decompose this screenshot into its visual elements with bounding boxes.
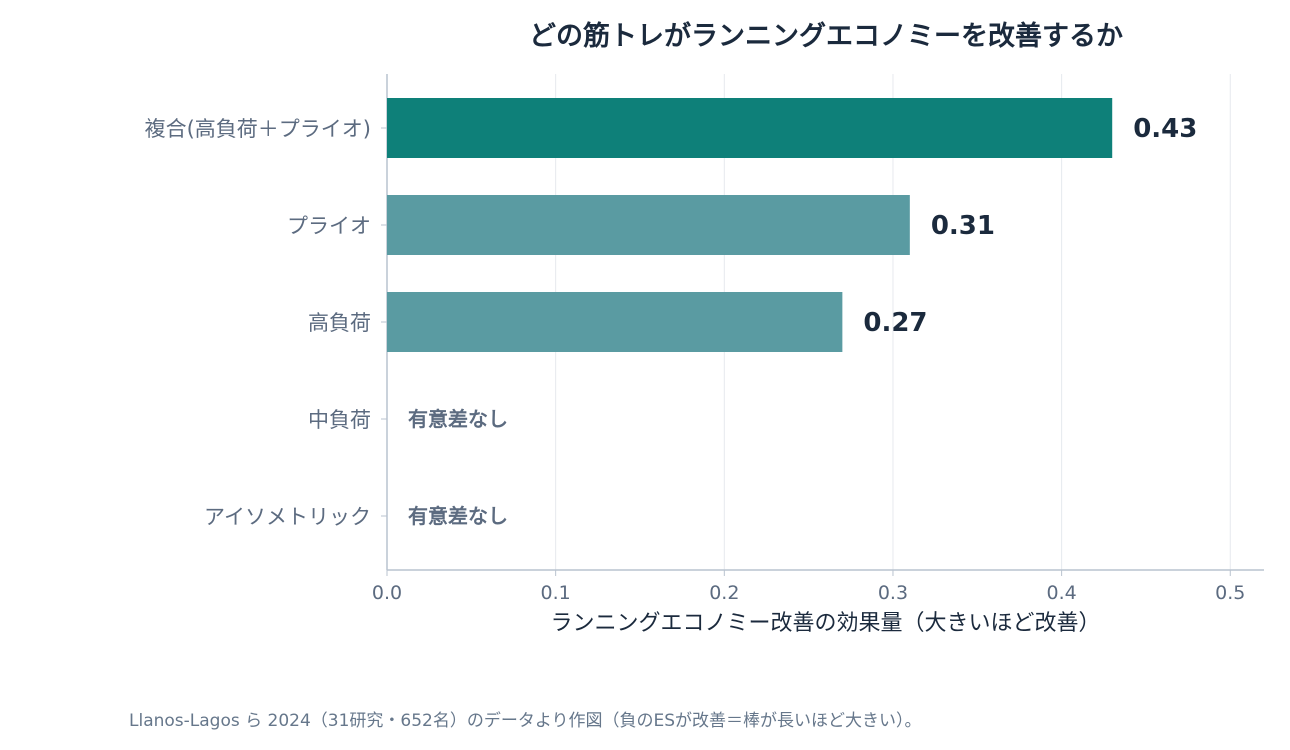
x-tick-label: 0.4 xyxy=(1047,582,1077,604)
category-label: 中負荷 xyxy=(308,408,371,432)
data-label: 0.31 xyxy=(931,211,995,241)
x-axis-label: ランニングエコノミー改善の効果量（大きいほど改善） xyxy=(550,611,1100,636)
x-tick-label: 0.1 xyxy=(541,582,571,604)
x-tick-label: 0.5 xyxy=(1215,582,1245,604)
category-label: 高負荷 xyxy=(308,311,371,335)
no-significance-label: 有意差なし xyxy=(408,504,508,528)
no-significance-label: 有意差なし xyxy=(408,407,508,431)
x-tick-label: 0.0 xyxy=(372,582,402,604)
category-label: プライオ xyxy=(287,214,371,238)
bar xyxy=(387,98,1113,158)
category-label: アイソメトリック xyxy=(204,505,371,529)
x-tick-label: 0.2 xyxy=(709,582,739,604)
bar xyxy=(387,195,910,255)
chart-title: どの筋トレがランニングエコノミーを改善するか xyxy=(529,21,1123,52)
data-label: 0.43 xyxy=(1133,114,1197,144)
bar xyxy=(387,292,843,352)
footnote: Llanos-Lagos ら 2024（31研究・652名）のデータより作図（負… xyxy=(129,711,922,731)
x-tick-label: 0.3 xyxy=(878,582,908,604)
bar-layer xyxy=(387,98,1113,352)
category-label: 複合(高負荷＋プライオ) xyxy=(145,117,371,141)
data-label: 0.27 xyxy=(863,308,927,338)
